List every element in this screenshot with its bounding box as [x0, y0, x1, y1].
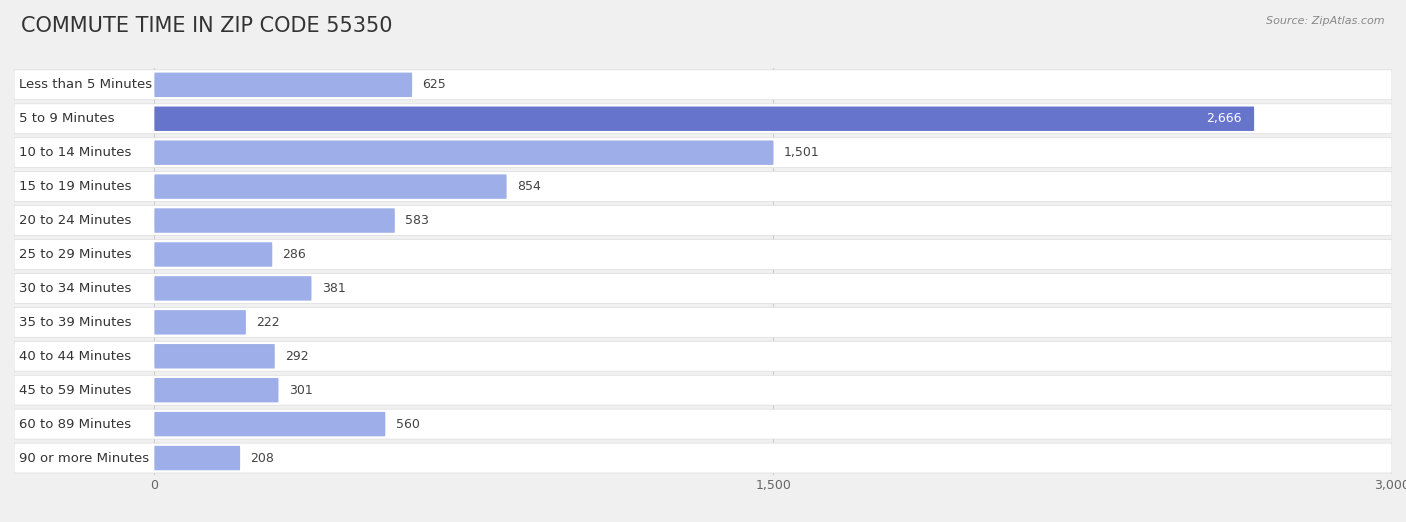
Text: 625: 625 [422, 78, 446, 91]
FancyBboxPatch shape [14, 409, 1392, 439]
FancyBboxPatch shape [14, 274, 1392, 303]
FancyBboxPatch shape [14, 172, 1392, 201]
FancyBboxPatch shape [155, 73, 412, 97]
Text: 15 to 19 Minutes: 15 to 19 Minutes [20, 180, 132, 193]
Text: 5 to 9 Minutes: 5 to 9 Minutes [20, 112, 114, 125]
FancyBboxPatch shape [155, 208, 395, 233]
FancyBboxPatch shape [14, 240, 1392, 269]
FancyBboxPatch shape [155, 412, 385, 436]
FancyBboxPatch shape [14, 138, 1392, 168]
FancyBboxPatch shape [14, 70, 1392, 100]
FancyBboxPatch shape [14, 307, 1392, 337]
Text: Source: ZipAtlas.com: Source: ZipAtlas.com [1267, 16, 1385, 26]
FancyBboxPatch shape [155, 140, 773, 165]
Text: 222: 222 [256, 316, 280, 329]
Text: 560: 560 [395, 418, 419, 431]
FancyBboxPatch shape [155, 310, 246, 335]
FancyBboxPatch shape [14, 206, 1392, 235]
Text: Less than 5 Minutes: Less than 5 Minutes [20, 78, 152, 91]
Text: 40 to 44 Minutes: 40 to 44 Minutes [20, 350, 131, 363]
FancyBboxPatch shape [155, 174, 506, 199]
Text: 583: 583 [405, 214, 429, 227]
Text: 208: 208 [250, 452, 274, 465]
Text: 10 to 14 Minutes: 10 to 14 Minutes [20, 146, 131, 159]
Text: 1,501: 1,501 [785, 146, 820, 159]
FancyBboxPatch shape [14, 375, 1392, 405]
Text: 2,666: 2,666 [1206, 112, 1241, 125]
FancyBboxPatch shape [155, 106, 1254, 131]
Text: 20 to 24 Minutes: 20 to 24 Minutes [20, 214, 131, 227]
Text: 854: 854 [517, 180, 541, 193]
FancyBboxPatch shape [155, 378, 278, 402]
FancyBboxPatch shape [14, 104, 1392, 134]
Text: 60 to 89 Minutes: 60 to 89 Minutes [20, 418, 131, 431]
Text: 30 to 34 Minutes: 30 to 34 Minutes [20, 282, 131, 295]
Text: 286: 286 [283, 248, 307, 261]
FancyBboxPatch shape [14, 443, 1392, 473]
Text: 45 to 59 Minutes: 45 to 59 Minutes [20, 384, 131, 397]
FancyBboxPatch shape [155, 242, 273, 267]
Text: 292: 292 [285, 350, 309, 363]
Text: 90 or more Minutes: 90 or more Minutes [20, 452, 149, 465]
Text: COMMUTE TIME IN ZIP CODE 55350: COMMUTE TIME IN ZIP CODE 55350 [21, 16, 392, 35]
Text: 25 to 29 Minutes: 25 to 29 Minutes [20, 248, 132, 261]
Text: 301: 301 [288, 384, 312, 397]
FancyBboxPatch shape [14, 341, 1392, 371]
FancyBboxPatch shape [155, 344, 274, 369]
FancyBboxPatch shape [155, 446, 240, 470]
FancyBboxPatch shape [155, 276, 312, 301]
Text: 381: 381 [322, 282, 346, 295]
Text: 35 to 39 Minutes: 35 to 39 Minutes [20, 316, 132, 329]
